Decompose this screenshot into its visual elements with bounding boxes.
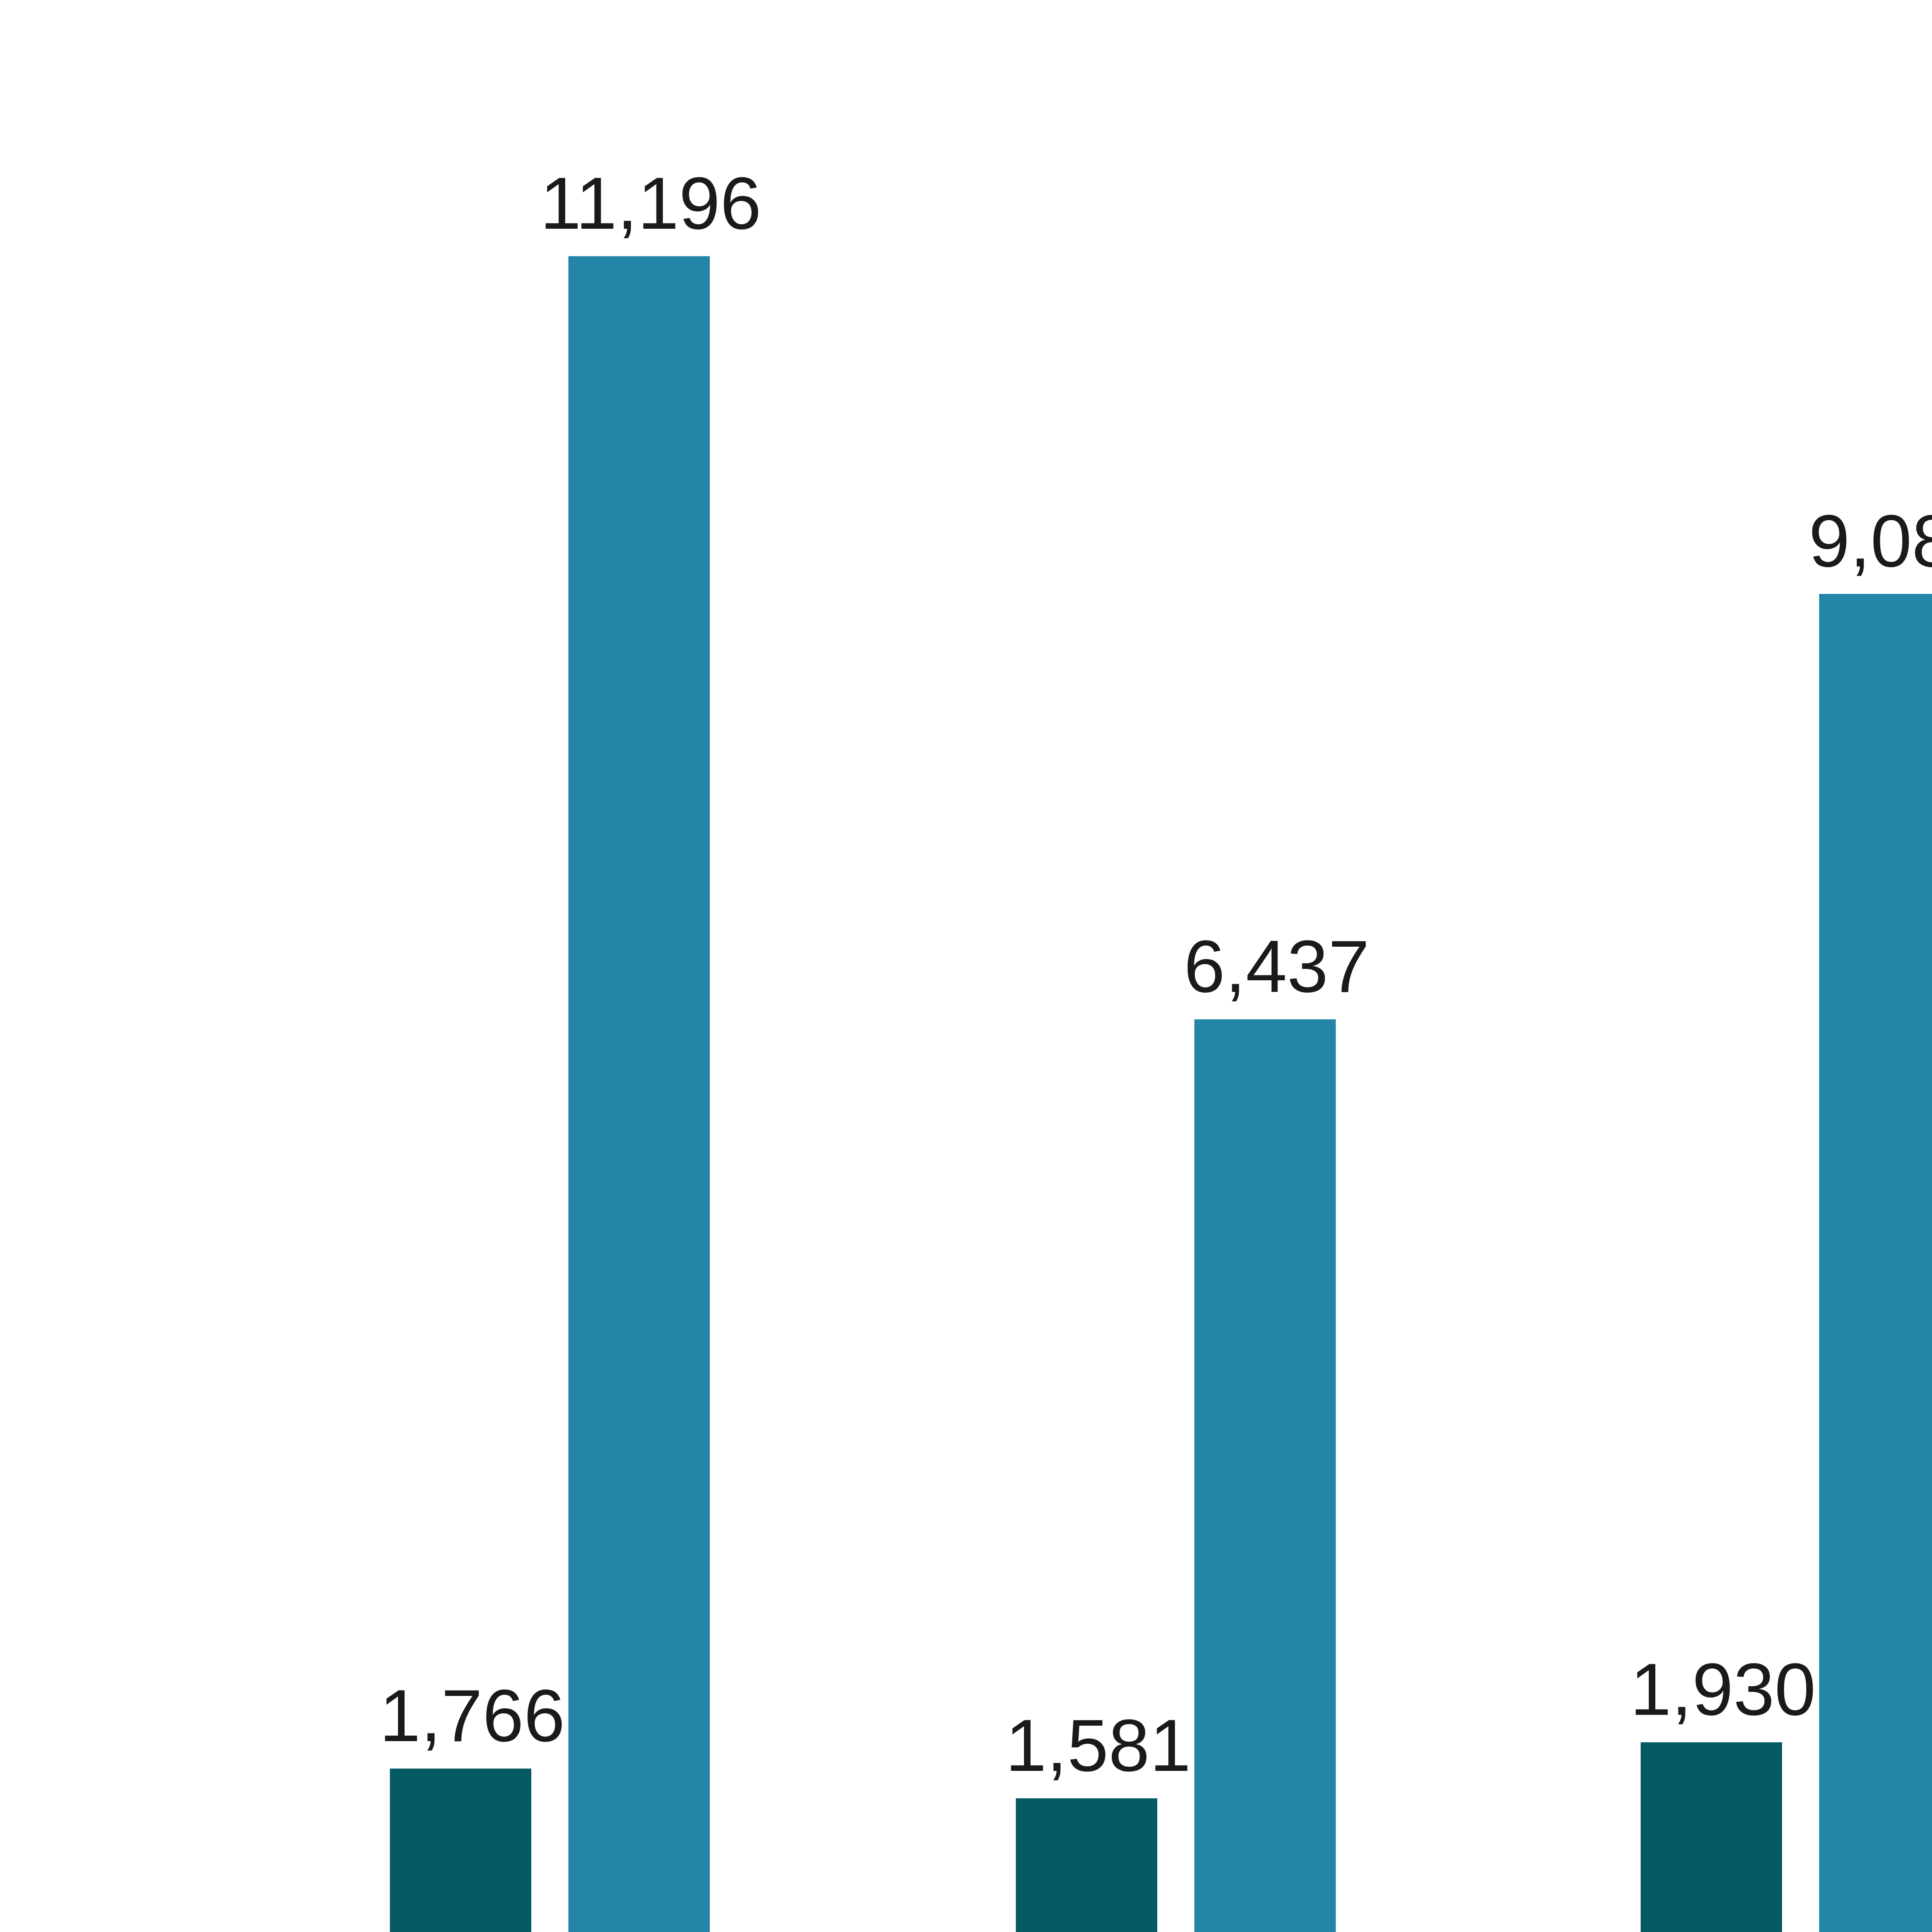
bar-series1-2023: [1016, 1798, 1157, 1932]
bar-series1-2024: [1641, 1742, 1782, 1932]
bar-series2-2023: [1194, 1019, 1336, 1932]
bar-series2-2022: [568, 256, 710, 1932]
bar-series2-2024: [1819, 594, 1932, 1932]
plot-area: 1,76611,19620221,5816,43720231,9309,0892…: [0, 0, 1932, 1932]
data-label-series2-2022: 11,196: [496, 166, 805, 240]
data-label-series2-2023: 6,437: [1122, 929, 1431, 1003]
data-label-series2-2024: 9,089: [1747, 504, 1932, 578]
bar-series1-2022: [390, 1769, 531, 1932]
bar-chart: 1,76611,19620221,5816,43720231,9309,0892…: [0, 0, 1932, 1932]
